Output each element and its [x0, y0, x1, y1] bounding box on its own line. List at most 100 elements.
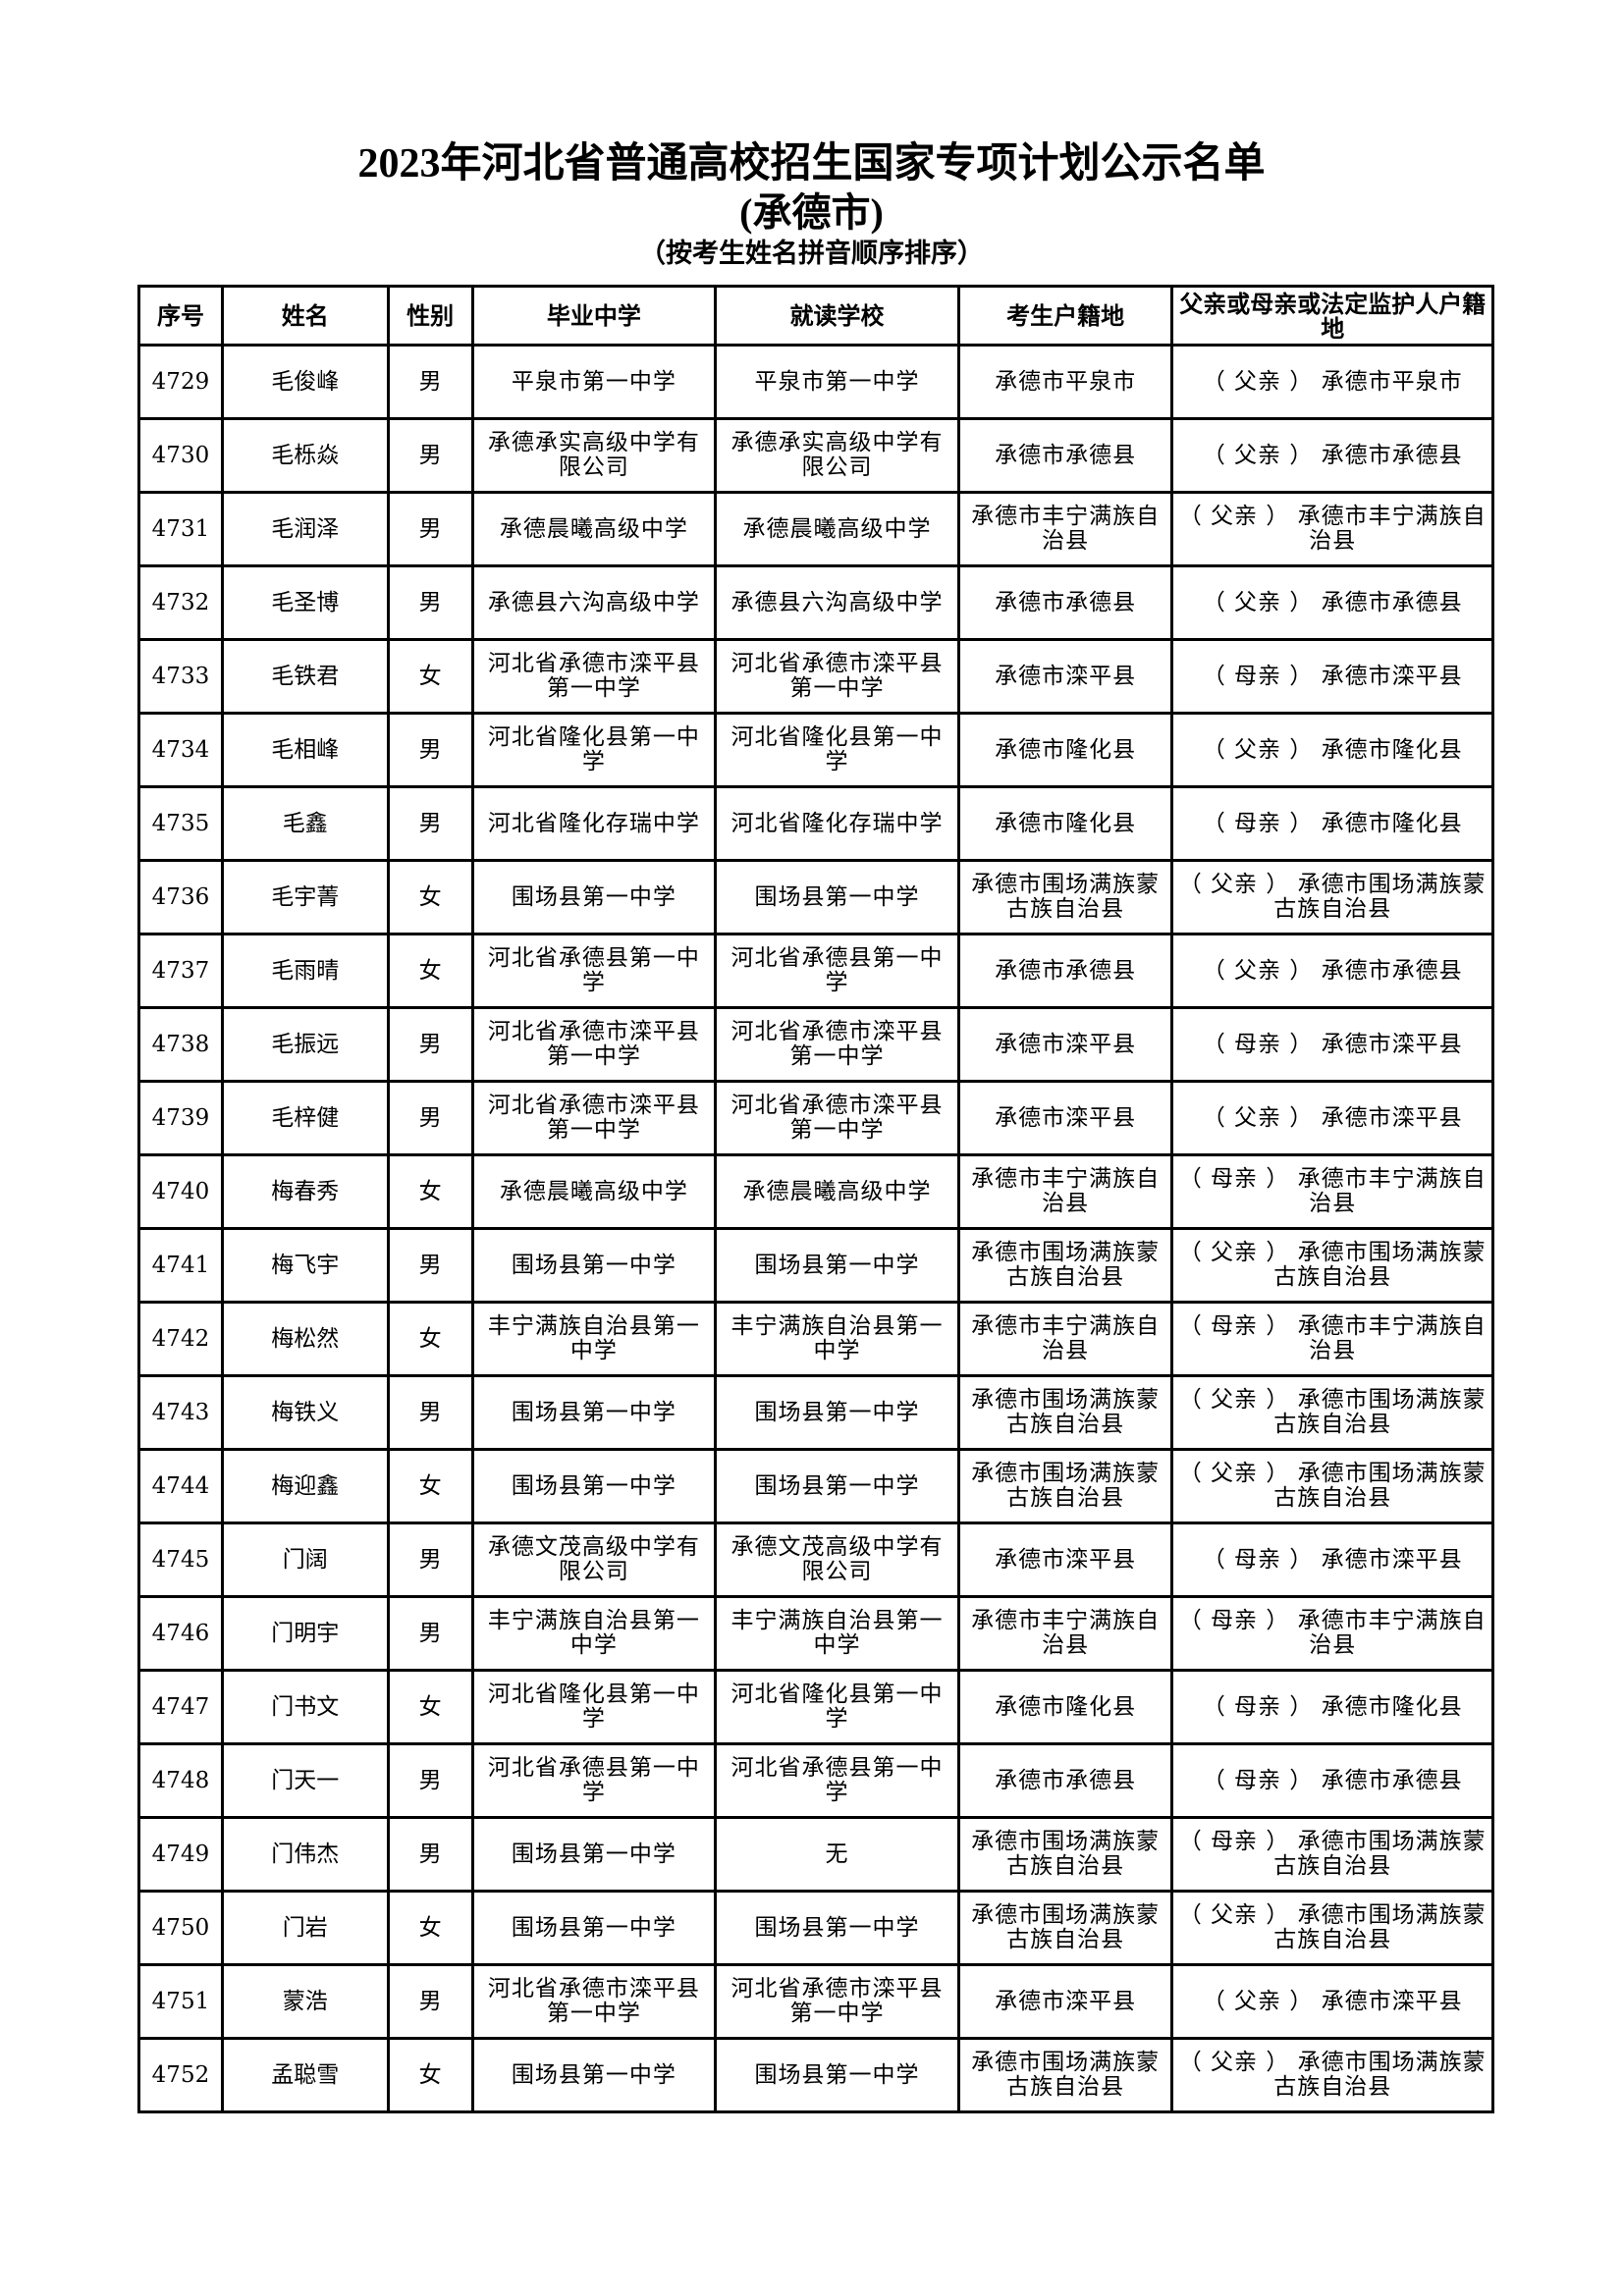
cell-index: 4750	[137, 1890, 224, 1966]
cell-household-registration: 承德市滦平县	[956, 638, 1174, 715]
cell-graduated-school: 围场县第一中学	[470, 1227, 718, 1304]
cell-index: 4741	[137, 1227, 224, 1304]
table-row: 4743 梅铁义男围场县第一中学 围场县第一中学 承德市围场满族蒙古族自治县（ 父亲 …	[137, 1374, 1494, 1451]
cell-household-registration: 承德市承德县	[956, 417, 1174, 494]
cell-name: 梅铁义	[220, 1374, 390, 1451]
cell-gender: 男	[386, 417, 474, 494]
cell-graduated-school: 承德文茂高级中学有限公司	[470, 1522, 718, 1598]
cell-name: 梅松然	[220, 1301, 390, 1377]
cell-guardian-registration: （ 母亲 ） 承德市围场满族蒙古族自治县	[1170, 1816, 1494, 1893]
cell-gender: 女	[386, 1448, 474, 1524]
cell-household-registration: 承德市丰宁满族自治县	[956, 1595, 1174, 1672]
cell-current-school: 河北省承德县第一中学	[714, 933, 960, 1009]
cell-gender: 男	[386, 1595, 474, 1672]
cell-graduated-school: 河北省承德县第一中学	[470, 933, 718, 1009]
cell-current-school: 承德晨曦高级中学	[714, 491, 960, 567]
cell-gender: 男	[386, 1374, 474, 1451]
cell-household-registration: 承德市承德县	[956, 1742, 1174, 1819]
cell-current-school: 围场县第一中学	[714, 1227, 960, 1304]
table-row: 4735 毛鑫男河北省隆化存瑞中学 河北省隆化存瑞中学 承德市隆化县（ 母亲 ） 承德…	[137, 785, 1494, 862]
cell-index: 4748	[137, 1742, 224, 1819]
cell-graduated-school: 围场县第一中学	[470, 1816, 718, 1893]
cell-guardian-registration: （ 母亲 ） 承德市丰宁满族自治县	[1170, 1595, 1494, 1672]
cell-household-registration: 承德市隆化县	[956, 1669, 1174, 1745]
cell-gender: 男	[386, 1522, 474, 1598]
cell-guardian-registration: （ 父亲 ） 承德市围场满族蒙古族自治县	[1170, 1374, 1494, 1451]
cell-graduated-school: 河北省隆化县第一中学	[470, 1669, 718, 1745]
cell-household-registration: 承德市平泉市	[956, 344, 1174, 420]
cell-current-school: 围场县第一中学	[714, 1448, 960, 1524]
cell-current-school: 河北省隆化县第一中学	[714, 1669, 960, 1745]
cell-index: 4736	[137, 859, 224, 935]
cell-index: 4752	[137, 2037, 224, 2113]
cell-name: 门天一	[220, 1742, 390, 1819]
header-household-registration: 考生户籍地	[956, 285, 1174, 347]
cell-graduated-school: 承德晨曦高级中学	[470, 491, 718, 567]
cell-index: 4730	[137, 417, 224, 494]
table-row: 4747 门书文女河北省隆化县第一中学 河北省隆化县第一中学 承德市隆化县（ 母亲 ）…	[137, 1669, 1494, 1745]
cell-gender: 女	[386, 933, 474, 1009]
table-row: 4741 梅飞宇男围场县第一中学 围场县第一中学 承德市围场满族蒙古族自治县（ 父亲 …	[137, 1227, 1494, 1304]
table-row: 4745 门阔男承德文茂高级中学有限公司 承德文茂高级中学有限公司 承德市滦平县（ 母…	[137, 1522, 1494, 1598]
cell-guardian-registration: （ 父亲 ） 承德市承德县	[1170, 933, 1494, 1009]
cell-index: 4732	[137, 564, 224, 641]
cell-name: 毛相峰	[220, 712, 390, 788]
cell-name: 门伟杰	[220, 1816, 390, 1893]
cell-name: 毛梓健	[220, 1080, 390, 1156]
cell-current-school: 承德承实高级中学有限公司	[714, 417, 960, 494]
cell-graduated-school: 河北省承德县第一中学	[470, 1742, 718, 1819]
cell-household-registration: 承德市丰宁满族自治县	[956, 1153, 1174, 1230]
cell-guardian-registration: （ 母亲 ） 承德市丰宁满族自治县	[1170, 1153, 1494, 1230]
sort-note: （按考生姓名拼音顺序排序）	[639, 239, 984, 269]
table-row: 4737 毛雨晴女河北省承德县第一中学 河北省承德县第一中学 承德市承德县（ 父亲 ）…	[137, 933, 1494, 1009]
cell-current-school: 承德文茂高级中学有限公司	[714, 1522, 960, 1598]
cell-gender: 女	[386, 1890, 474, 1966]
cell-graduated-school: 围场县第一中学	[470, 1448, 718, 1524]
table-row: 4739 毛梓健男河北省承德市滦平县第一中学 河北省承德市滦平县第一中学 承德市滦平县…	[137, 1080, 1494, 1156]
cell-household-registration: 承德市围场满族蒙古族自治县	[956, 1890, 1174, 1966]
cell-graduated-school: 河北省承德市滦平县第一中学	[470, 638, 718, 715]
cell-household-registration: 承德市丰宁满族自治县	[956, 491, 1174, 567]
cell-current-school: 平泉市第一中学	[714, 344, 960, 420]
table-header-row: 序号 姓名 性别 毕业中学 就读学校 考生户籍地 父亲或母亲或法定监护人户籍地	[137, 285, 1494, 347]
cell-current-school: 围场县第一中学	[714, 2037, 960, 2113]
cell-name: 毛振远	[220, 1006, 390, 1083]
cell-graduated-school: 平泉市第一中学	[470, 344, 718, 420]
cell-index: 4731	[137, 491, 224, 567]
cell-gender: 男	[386, 491, 474, 567]
cell-name: 毛鑫	[220, 785, 390, 862]
cell-gender: 男	[386, 1742, 474, 1819]
cell-index: 4740	[137, 1153, 224, 1230]
document-subtitle: (承德市)	[739, 190, 884, 235]
cell-guardian-registration: （ 父亲 ） 承德市丰宁满族自治县	[1170, 491, 1494, 567]
cell-household-registration: 承德市围场满族蒙古族自治县	[956, 2037, 1174, 2113]
cell-guardian-registration: （ 母亲 ） 承德市丰宁满族自治县	[1170, 1301, 1494, 1377]
cell-guardian-registration: （ 父亲 ） 承德市围场满族蒙古族自治县	[1170, 859, 1494, 935]
cell-gender: 女	[386, 638, 474, 715]
header-current-school: 就读学校	[714, 285, 960, 347]
cell-gender: 男	[386, 1006, 474, 1083]
cell-household-registration: 承德市隆化县	[956, 712, 1174, 788]
cell-household-registration: 承德市承德县	[956, 933, 1174, 1009]
cell-gender: 女	[386, 1669, 474, 1745]
cell-household-registration: 承德市丰宁满族自治县	[956, 1301, 1174, 1377]
candidate-table: 序号 姓名 性别 毕业中学 就读学校 考生户籍地 父亲或母亲或法定监护人户籍地 …	[137, 285, 1494, 2113]
cell-guardian-registration: （ 母亲 ） 承德市滦平县	[1170, 1006, 1494, 1083]
cell-guardian-registration: （ 父亲 ） 承德市围场满族蒙古族自治县	[1170, 1227, 1494, 1304]
cell-gender: 女	[386, 1153, 474, 1230]
cell-name: 门书文	[220, 1669, 390, 1745]
cell-current-school: 河北省承德市滦平县第一中学	[714, 1006, 960, 1083]
table-row: 4740 梅春秀女承德晨曦高级中学 承德晨曦高级中学 承德市丰宁满族自治县（ 母亲 ）…	[137, 1153, 1494, 1230]
document-title: 2023年河北省普通高校招生国家专项计划公示名单	[357, 141, 1266, 187]
cell-guardian-registration: （ 父亲 ） 承德市围场满族蒙古族自治县	[1170, 1448, 1494, 1524]
cell-guardian-registration: （ 母亲 ） 承德市隆化县	[1170, 1669, 1494, 1745]
cell-guardian-registration: （ 父亲 ） 承德市滦平县	[1170, 1963, 1494, 2040]
table-row: 4729 毛俊峰男平泉市第一中学 平泉市第一中学 承德市平泉市（ 父亲 ） 承德市平泉…	[137, 344, 1494, 420]
cell-household-registration: 承德市围场满族蒙古族自治县	[956, 1816, 1174, 1893]
cell-graduated-school: 围场县第一中学	[470, 1890, 718, 1966]
cell-index: 4733	[137, 638, 224, 715]
cell-gender: 女	[386, 2037, 474, 2113]
cell-guardian-registration: （ 母亲 ） 承德市滦平县	[1170, 638, 1494, 715]
table-row: 4742 梅松然女丰宁满族自治县第一中学 丰宁满族自治县第一中学 承德市丰宁满族自治县…	[137, 1301, 1494, 1377]
cell-household-registration: 承德市滦平县	[956, 1006, 1174, 1083]
